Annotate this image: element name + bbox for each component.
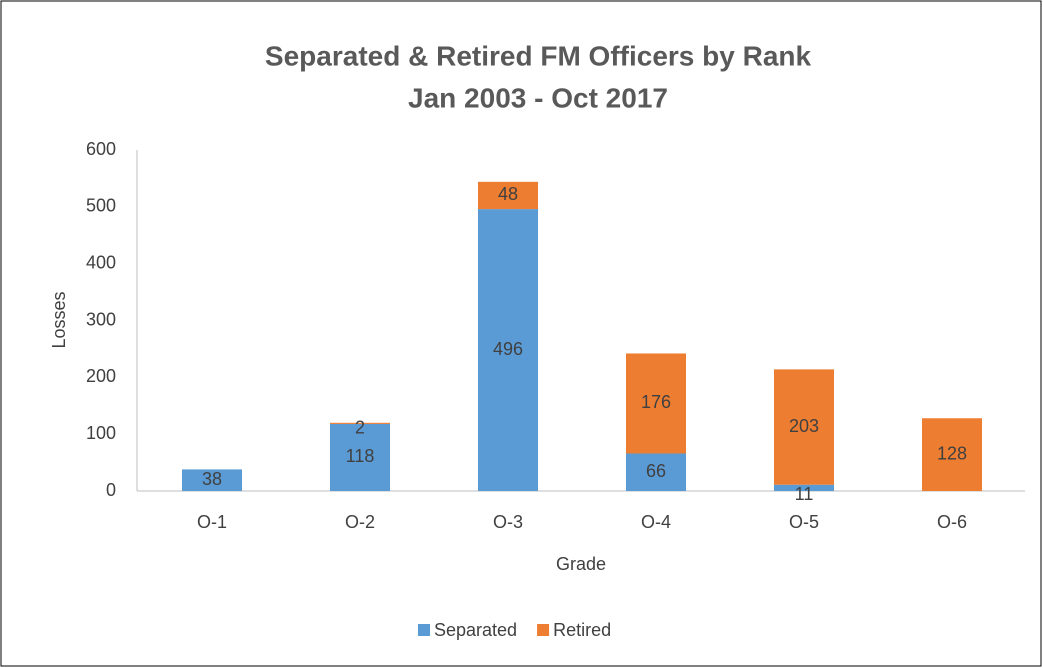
data-label: 203 xyxy=(789,416,819,436)
y-tick-label: 500 xyxy=(86,196,116,216)
data-label: 2 xyxy=(355,418,365,438)
bar-segment xyxy=(774,369,834,485)
x-axis-label: Grade xyxy=(556,554,606,574)
y-tick-label: 0 xyxy=(106,480,116,500)
data-label: 496 xyxy=(493,339,523,359)
data-label: 66 xyxy=(646,461,666,481)
y-axis-label: Losses xyxy=(49,291,69,348)
bar-segment xyxy=(478,209,538,491)
data-label: 48 xyxy=(498,184,518,204)
chart-subtitle: Jan 2003 - Oct 2017 xyxy=(408,82,668,113)
x-tick-label: O-5 xyxy=(789,512,819,532)
bar-segment xyxy=(922,418,982,491)
y-tick-label: 200 xyxy=(86,366,116,386)
data-label: 38 xyxy=(202,469,222,489)
legend-swatch xyxy=(537,624,550,636)
bar-segment xyxy=(626,453,686,491)
bar-segment xyxy=(182,469,242,491)
bar-segment xyxy=(330,422,390,424)
legend-label: Retired xyxy=(553,620,611,640)
x-tick-label: O-6 xyxy=(937,512,967,532)
legend-swatch xyxy=(418,624,430,636)
bar-segment xyxy=(774,484,834,491)
data-label: 128 xyxy=(937,443,967,463)
x-tick-label: O-3 xyxy=(493,512,523,532)
data-label: 176 xyxy=(641,392,671,412)
bar-segment xyxy=(330,423,390,491)
bar-segment xyxy=(626,353,686,454)
chart-title: Separated & Retired FM Officers by Rank xyxy=(265,40,812,71)
bar-segment xyxy=(478,181,538,210)
data-label: 118 xyxy=(346,446,375,466)
legend-label: Separated xyxy=(434,620,517,640)
y-tick-label: 600 xyxy=(86,139,116,159)
x-tick-label: O-4 xyxy=(641,512,671,532)
x-tick-label: O-1 xyxy=(197,512,227,532)
x-tick-label: O-2 xyxy=(345,512,375,532)
y-tick-label: 400 xyxy=(86,252,116,272)
y-tick-label: 100 xyxy=(86,423,116,443)
y-tick-label: 300 xyxy=(86,309,116,329)
data-label: 11 xyxy=(795,484,814,504)
